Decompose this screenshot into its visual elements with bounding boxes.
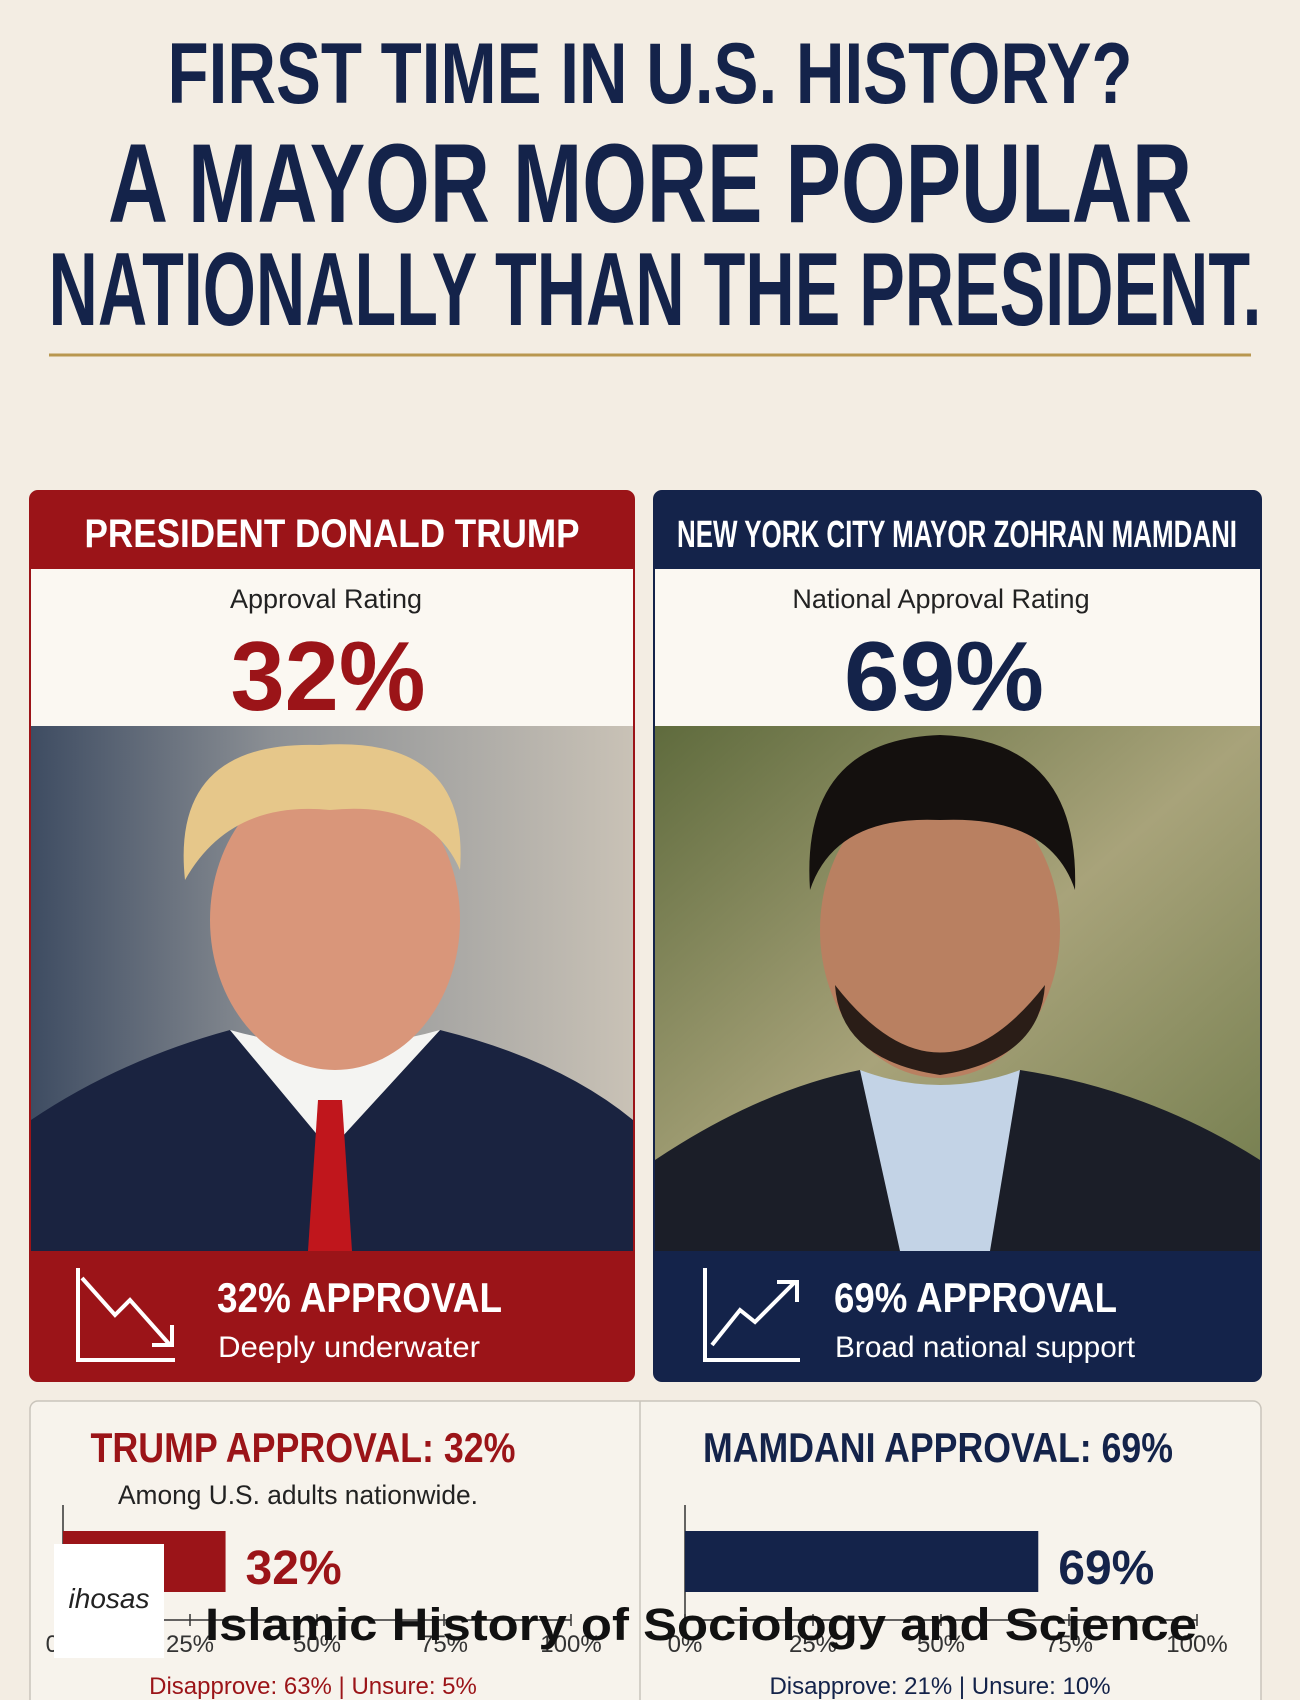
metric-label: National Approval Rating: [792, 584, 1089, 614]
watermark-text: Islamic History of Sociology and Science: [205, 1599, 1197, 1650]
x-tick-label: 25%: [789, 1631, 837, 1658]
panel-header: [30, 491, 634, 569]
panel-band: [654, 1251, 1261, 1381]
x-tick-label: 50%: [917, 1631, 965, 1658]
metric: 32%: [231, 621, 426, 731]
chart-title: MAMDANI APPROVAL: 69%: [703, 1424, 1173, 1471]
value-label: 69%: [1058, 1542, 1154, 1595]
metric-label: Approval Rating: [230, 584, 422, 614]
photo-hair: [809, 735, 1076, 890]
photo-shirt: [860, 1070, 1020, 1251]
chart-subtitle: Among U.S. adults nationwide.: [118, 1480, 478, 1510]
panel-heading: NEW YORK CITY MAYOR ZOHRAN MAMDANI: [677, 514, 1237, 556]
watermark-logo: ihosas: [69, 1583, 150, 1614]
x-tick-label: 75%: [420, 1631, 468, 1658]
x-tick-label: 100%: [1166, 1631, 1227, 1658]
bar: [685, 1531, 1039, 1592]
band-title: 32% APPROVAL: [217, 1274, 502, 1321]
value-label: 32%: [246, 1542, 342, 1595]
x-tick-label: 25%: [166, 1631, 214, 1658]
title-line: NATIONALLY THAN THE PRESIDENT.: [49, 232, 1262, 348]
chart-footnote: Disapprove: 21% | Unsure: 10%: [769, 1673, 1110, 1700]
panel-band: [30, 1251, 634, 1381]
photo-tie: [308, 1100, 352, 1251]
x-tick-label: 0%: [668, 1631, 703, 1658]
photo-face: [820, 782, 1060, 1078]
watermark: ihosas Islamic History of Sociology and …: [54, 1544, 1197, 1658]
chart-title: TRUMP APPROVAL: 32%: [91, 1424, 516, 1471]
trend-down-icon: [76, 1268, 175, 1362]
panel-mamdani: NEW YORK CITY MAYOR ZOHRAN MAMDANI Natio…: [653, 490, 1262, 1382]
chart-footnote: Disapprove: 63% | Unsure: 5%: [149, 1673, 477, 1700]
panel-trump: PRESIDENT DONALD TRUMP Approval Rating 3…: [29, 490, 635, 1382]
photo-shirt: [230, 1030, 440, 1150]
panel-header: [654, 491, 1261, 569]
chart-box: [29, 1400, 1262, 1700]
panel-heading: PRESIDENT DONALD TRUMP: [85, 512, 580, 556]
band-title: 69% APPROVAL: [834, 1274, 1117, 1321]
band-subtitle: Broad national support: [835, 1331, 1136, 1364]
band-subtitle: Deeply underwater: [218, 1331, 480, 1364]
title-line: A MAYOR MORE POPULAR: [108, 121, 1192, 246]
x-tick-label: 100%: [540, 1631, 601, 1658]
watermark-logo-box: [54, 1544, 164, 1658]
photo-face: [210, 770, 460, 1070]
x-tick-label: 50%: [293, 1631, 341, 1658]
photo-suit: [31, 1030, 633, 1251]
x-tick-label: 75%: [1045, 1631, 1093, 1658]
metric: 69%: [844, 621, 1044, 731]
photo-beard: [835, 985, 1045, 1075]
title-line: FIRST TIME IN U.S. HISTORY?: [168, 26, 1133, 122]
trend-up-icon: [703, 1268, 800, 1362]
photo-hair: [183, 744, 461, 880]
